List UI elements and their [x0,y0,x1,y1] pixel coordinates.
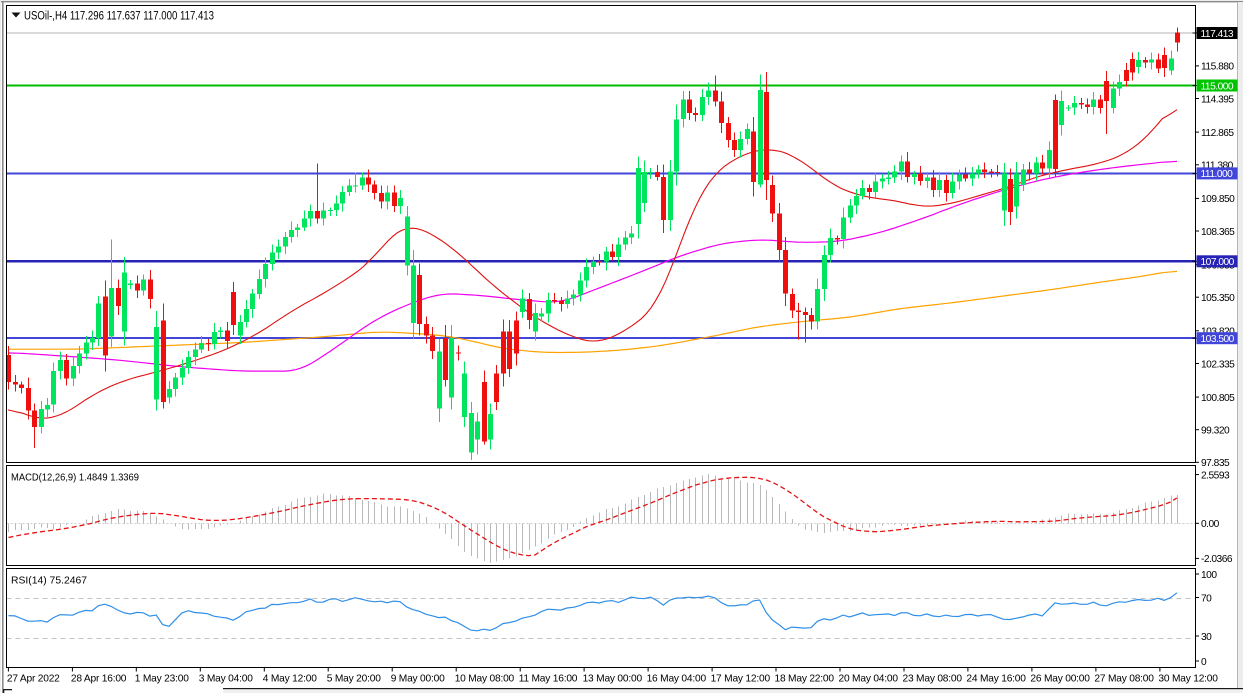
svg-text:1 May 23:00: 1 May 23:00 [135,674,189,685]
svg-text:0.00: 0.00 [1201,519,1220,530]
svg-text:107.000: 107.000 [1201,257,1235,268]
svg-text:30 May 12:00: 30 May 12:00 [1158,674,1218,685]
svg-text:10 May 08:00: 10 May 08:00 [455,674,515,685]
svg-text:16 May 04:00: 16 May 04:00 [647,674,707,685]
svg-text:70: 70 [1201,593,1212,604]
svg-text:30: 30 [1201,632,1212,643]
svg-text:112.865: 112.865 [1201,128,1234,139]
svg-text:24 May 16:00: 24 May 16:00 [966,674,1026,685]
svg-text:117.413: 117.413 [1201,29,1234,40]
svg-text:USOil-,H4 117.296 117.637 117: USOil-,H4 117.296 117.637 117.000 117.41… [24,11,214,23]
svg-text:26 May 00:00: 26 May 00:00 [1030,674,1090,685]
svg-text:97.835: 97.835 [1201,458,1230,469]
svg-text:103.500: 103.500 [1201,334,1235,345]
svg-text:20 May 04:00: 20 May 04:00 [839,674,899,685]
svg-text:115.880: 115.880 [1201,62,1234,73]
svg-text:28 Apr 16:00: 28 Apr 16:00 [71,674,127,685]
svg-text:13 May 00:00: 13 May 00:00 [583,674,643,685]
svg-text:MACD(12,26,9) 1.4849 1.3369: MACD(12,26,9) 1.4849 1.3369 [11,472,139,484]
svg-text:102.335: 102.335 [1201,359,1235,370]
svg-text:100.805: 100.805 [1201,393,1235,404]
svg-text:9 May 00:00: 9 May 00:00 [391,674,445,685]
svg-text:108.365: 108.365 [1201,227,1235,238]
svg-text:114.395: 114.395 [1201,94,1234,105]
svg-text:100: 100 [1201,570,1217,581]
svg-text:RSI(14) 75.2467: RSI(14) 75.2467 [11,575,87,587]
svg-text:111.380: 111.380 [1201,161,1234,172]
svg-text:18 May 22:00: 18 May 22:00 [775,674,835,685]
svg-text:27 May 08:00: 27 May 08:00 [1094,674,1154,685]
svg-text:105.350: 105.350 [1201,293,1235,304]
svg-text:11 May 16:00: 11 May 16:00 [519,674,578,685]
svg-text:2.5593: 2.5593 [1201,470,1230,481]
svg-text:109.850: 109.850 [1201,194,1235,205]
svg-text:111.000: 111.000 [1201,169,1234,180]
svg-text:17 May 12:00: 17 May 12:00 [711,674,771,685]
svg-text:115.000: 115.000 [1201,81,1234,92]
svg-text:0: 0 [1201,657,1207,668]
svg-text:4 May 12:00: 4 May 12:00 [263,674,317,685]
svg-text:5 May 20:00: 5 May 20:00 [327,674,381,685]
svg-text:27 Apr 2022: 27 Apr 2022 [7,674,60,685]
svg-text:-2.0366: -2.0366 [1201,554,1233,565]
svg-text:3 May 04:00: 3 May 04:00 [199,674,253,685]
svg-text:103.820: 103.820 [1201,327,1235,338]
svg-text:99.320: 99.320 [1201,426,1230,437]
svg-text:23 May 08:00: 23 May 08:00 [903,674,963,685]
